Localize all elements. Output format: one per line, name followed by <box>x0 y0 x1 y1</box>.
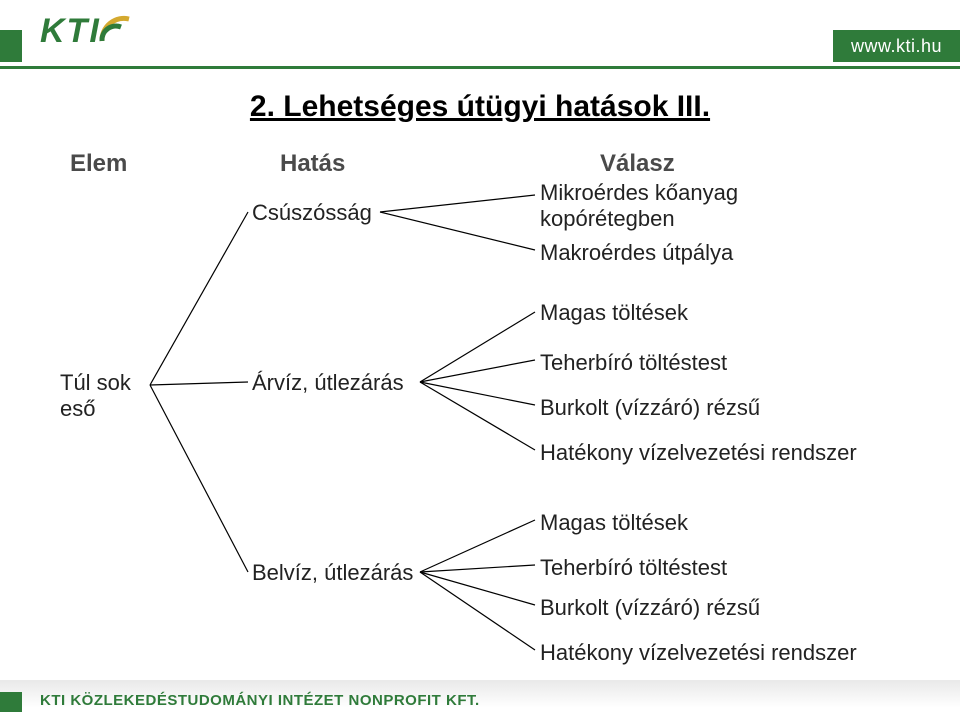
valasz-node: Magas töltések <box>540 510 688 536</box>
valasz-node-line: Mikroérdes kőanyag <box>540 180 738 206</box>
logo-arcs-icon <box>99 11 133 45</box>
valasz-node: Makroérdes útpálya <box>540 240 733 266</box>
footer-accent-block <box>0 692 22 712</box>
valasz-node: Hatékony vízelvezetési rendszer <box>540 640 857 666</box>
header-underline <box>0 66 960 69</box>
valasz-node: Burkolt (vízzáró) rézsű <box>540 395 760 421</box>
valasz-node: Teherbíró töltéstest <box>540 555 727 581</box>
header-url-bar: www.kti.hu <box>833 30 960 62</box>
header-url: www.kti.hu <box>851 36 942 57</box>
logo-text: KTI <box>40 12 101 51</box>
hatas-node: Belvíz, útlezárás <box>252 560 413 586</box>
valasz-node: Hatékony vízelvezetési rendszer <box>540 440 857 466</box>
elem-value: Túl sok eső <box>60 370 131 422</box>
valasz-node-line: kopórétegben <box>540 206 738 232</box>
col-header-hatas: Hatás <box>280 150 345 178</box>
footer: KTI KÖZLEKEDÉSTUDOMÁNYI INTÉZET NONPROFI… <box>0 680 960 720</box>
elem-value-line1: Túl sok <box>60 370 131 396</box>
col-header-elem: Elem <box>70 150 127 178</box>
valasz-node: Mikroérdes kőanyagkopórétegben <box>540 180 738 232</box>
hatas-node: Árvíz, útlezárás <box>252 370 404 396</box>
logo: KTI <box>40 12 133 51</box>
footer-text: KTI KÖZLEKEDÉSTUDOMÁNYI INTÉZET NONPROFI… <box>40 692 480 709</box>
hatas-node: Csúszósság <box>252 200 372 226</box>
valasz-node: Magas töltések <box>540 300 688 326</box>
header-accent-block <box>0 30 22 62</box>
col-header-valasz: Válasz <box>600 150 675 178</box>
elem-value-line2: eső <box>60 396 131 422</box>
valasz-node: Teherbíró töltéstest <box>540 350 727 376</box>
header: KTI www.kti.hu <box>0 0 960 70</box>
valasz-node: Burkolt (vízzáró) rézsű <box>540 595 760 621</box>
page-title: 2. Lehetséges útügyi hatások III. <box>0 90 960 124</box>
